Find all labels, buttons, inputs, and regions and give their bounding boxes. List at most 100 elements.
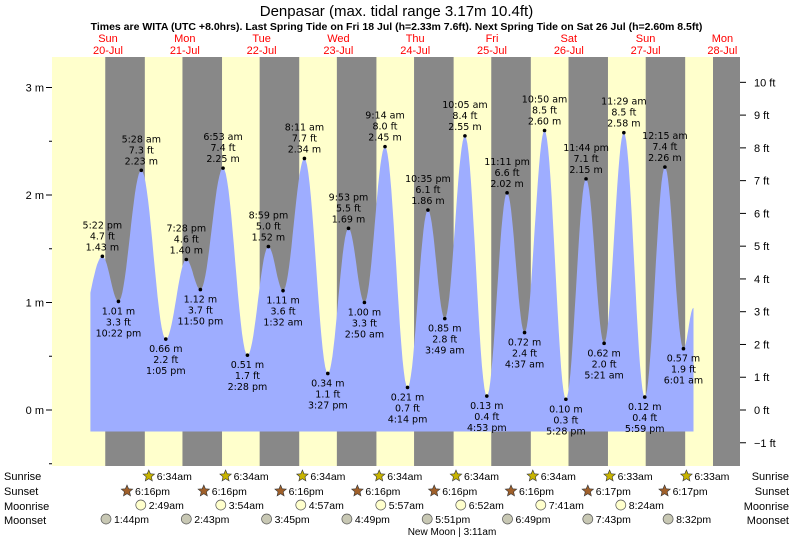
sunrise-time: 6:34am bbox=[464, 471, 499, 483]
tide-time-label: 7:28 pm bbox=[166, 224, 206, 235]
moonset-icon bbox=[180, 513, 192, 525]
tide-extreme-point bbox=[681, 346, 686, 351]
tide-metres-label: 1.69 m bbox=[332, 214, 365, 225]
tide-feet-label: 8.5 ft bbox=[611, 108, 636, 119]
tide-extreme-point bbox=[325, 371, 330, 376]
tide-metres-label: 0.10 m bbox=[549, 404, 582, 415]
tide-extreme-point bbox=[602, 341, 606, 346]
day-date-label: 26-Jul bbox=[554, 45, 584, 57]
tide-extreme-point bbox=[542, 128, 547, 133]
tide-extreme-point bbox=[383, 144, 387, 149]
tide-metres-label: 1.43 m bbox=[86, 242, 119, 253]
tide-time-label: 8:59 pm bbox=[249, 211, 289, 222]
tide-metres-label: 1.86 m bbox=[411, 196, 444, 207]
sunrise-icon bbox=[526, 469, 540, 482]
tide-metres-label: 1.01 m bbox=[102, 306, 135, 317]
tide-feet-label: 4.6 ft bbox=[174, 235, 199, 246]
sunset-time: 6:16pm bbox=[212, 486, 247, 498]
moonset-time: 6:49pm bbox=[516, 514, 551, 526]
sunset-time: 6:16pm bbox=[442, 486, 477, 498]
day-name-label: Tue bbox=[252, 33, 271, 45]
moonset-icon bbox=[100, 513, 112, 525]
tide-metres-label: 1.00 m bbox=[348, 308, 381, 319]
tide-feet-label: 2.8 ft bbox=[432, 335, 457, 346]
event-markers: 6:34am 6:34am 6:34am 6:34am 6:34am 6:34am 6:33… bbox=[100, 469, 730, 526]
moonrise-icon bbox=[295, 499, 307, 511]
tide-feet-label: 4.7 ft bbox=[90, 231, 115, 242]
tide-feet-label: 5.0 ft bbox=[256, 222, 281, 233]
moonrise-icon bbox=[215, 499, 227, 511]
day-date-label: 24-Jul bbox=[400, 45, 430, 57]
sunrise-icon bbox=[142, 469, 156, 482]
tide-extreme-point bbox=[405, 385, 410, 390]
tide-extreme-point bbox=[346, 226, 351, 231]
moonrise-time: 4:57am bbox=[309, 500, 344, 512]
sunrise-icon bbox=[449, 469, 463, 482]
moonset-time: 5:51pm bbox=[435, 514, 470, 526]
tide-metres-label: 0.21 m bbox=[391, 392, 424, 403]
tide-extreme-point bbox=[184, 257, 189, 262]
sunset-time: 6:16pm bbox=[289, 486, 324, 498]
day-name-label: Thu bbox=[406, 33, 425, 45]
tide-metres-label: 2.02 m bbox=[490, 179, 523, 190]
right-axis-tick-label: 3 ft bbox=[754, 307, 769, 319]
sunrise-time: 6:34am bbox=[157, 471, 192, 483]
sunrise-time: 6:34am bbox=[387, 471, 422, 483]
tide-time-label: 10:50 am bbox=[522, 95, 567, 106]
tide-metres-label: 2.58 m bbox=[607, 119, 640, 130]
sunset-icon bbox=[658, 484, 672, 497]
moonrise-icon bbox=[615, 499, 627, 511]
tide-feet-label: 0.4 ft bbox=[474, 412, 499, 423]
tide-feet-label: 1.1 ft bbox=[315, 389, 340, 400]
sunrise-icon bbox=[603, 469, 617, 482]
sunrise-icon bbox=[372, 469, 386, 482]
moonset-time: 1:44pm bbox=[114, 514, 149, 526]
left-axis-tick-label: 3 m bbox=[26, 83, 44, 95]
tide-feet-label: 1.7 ft bbox=[235, 371, 260, 382]
moonset-icon bbox=[662, 513, 674, 525]
sunrise-icon bbox=[219, 469, 233, 482]
tide-extreme-point bbox=[362, 300, 367, 305]
tide-feet-label: 8.4 ft bbox=[452, 111, 477, 122]
tide-time-label: 4:53 pm bbox=[467, 423, 507, 434]
sunset-icon bbox=[274, 484, 288, 497]
tide-feet-label: 3.3 ft bbox=[106, 317, 131, 328]
moonset-row-label-left: Moonset bbox=[4, 515, 46, 527]
sunset-icon bbox=[581, 484, 595, 497]
sunset-time: 6:17pm bbox=[596, 486, 631, 498]
moonrise-row-label-left: Moonrise bbox=[4, 501, 49, 513]
tide-metres-label: 2.26 m bbox=[648, 153, 681, 164]
tide-feet-label: 8.5 ft bbox=[532, 106, 557, 117]
day-name-label: Mon bbox=[174, 33, 195, 45]
right-axis-tick-label: 8 ft bbox=[754, 143, 769, 155]
tide-feet-label: 2.4 ft bbox=[512, 349, 537, 360]
moonrise-time: 5:57am bbox=[389, 500, 424, 512]
right-axis-tick-label: 4 ft bbox=[754, 274, 769, 286]
tide-extreme-point bbox=[163, 337, 168, 341]
right-axis-tick-label: 1 ft bbox=[754, 372, 769, 384]
tide-time-label: 8:11 am bbox=[285, 122, 324, 133]
right-axis-tick-label: 0 ft bbox=[754, 405, 769, 417]
moonrise-time: 7:41am bbox=[549, 500, 584, 512]
moonset-icon bbox=[582, 513, 594, 525]
tide-time-label: 11:29 am bbox=[601, 97, 646, 108]
tide-feet-label: 7.3 ft bbox=[129, 145, 154, 156]
moonset-icon bbox=[341, 513, 353, 525]
event-rows: Sunrise Sunset Moonrise Moonset Sunrise … bbox=[4, 471, 789, 527]
moonset-time: 4:49pm bbox=[355, 514, 390, 526]
tide-extreme-point bbox=[302, 156, 307, 161]
left-axis-tick-label: 0 m bbox=[26, 405, 44, 417]
day-name-label: Fri bbox=[486, 33, 499, 45]
tide-metres-label: 2.34 m bbox=[288, 144, 321, 155]
day-date-label: 22-Jul bbox=[247, 45, 277, 57]
sunrise-row-label-right: Sunrise bbox=[752, 471, 789, 483]
tide-feet-label: 3.3 ft bbox=[352, 319, 377, 330]
sunrise-time: 6:33am bbox=[618, 471, 653, 483]
tide-time-label: 3:27 pm bbox=[308, 400, 348, 411]
tide-extreme-point bbox=[245, 353, 250, 357]
sunrise-time: 6:34am bbox=[541, 471, 576, 483]
sunset-icon bbox=[120, 484, 134, 497]
tide-metres-label: 0.85 m bbox=[428, 324, 461, 335]
